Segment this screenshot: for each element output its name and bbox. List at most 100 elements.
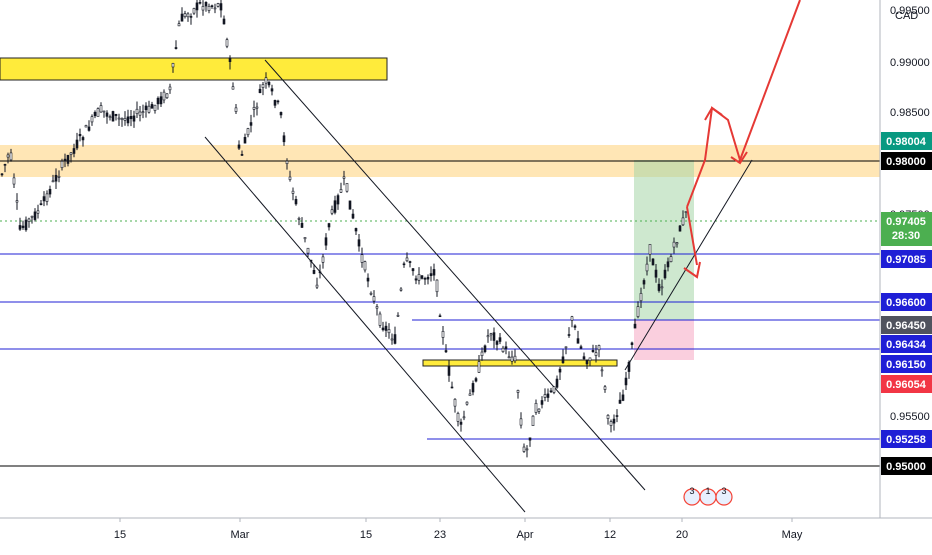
price-tag-text: 0.98004 xyxy=(886,136,927,148)
candle-body xyxy=(426,276,430,280)
event-badge-icon[interactable] xyxy=(715,488,733,506)
candle-body xyxy=(390,338,394,341)
candle-body xyxy=(429,273,433,276)
candle-body xyxy=(624,377,628,386)
price-tag[interactable] xyxy=(881,355,932,373)
candle-body xyxy=(267,81,271,86)
candle-body xyxy=(399,288,403,291)
candle-body xyxy=(252,107,256,110)
candle-body xyxy=(366,277,370,282)
candle-body xyxy=(207,6,211,11)
candle-body xyxy=(177,23,181,27)
price-tag-text: 0.98000 xyxy=(886,156,926,168)
price-tag[interactable] xyxy=(881,316,932,334)
candle-body xyxy=(561,356,565,364)
candle-body xyxy=(300,222,304,228)
candle-body xyxy=(225,39,229,47)
candle-body xyxy=(102,110,106,113)
candle-body xyxy=(63,158,67,162)
price-tag[interactable] xyxy=(881,293,932,311)
candle-body xyxy=(558,368,562,373)
candle-body xyxy=(69,152,73,155)
supply-zone-top[interactable] xyxy=(0,57,388,81)
demand-zone[interactable] xyxy=(422,359,618,367)
candle-body xyxy=(600,369,604,372)
candle-body xyxy=(489,333,493,336)
candle-body xyxy=(645,263,649,272)
candle-body xyxy=(309,259,313,262)
candle-body xyxy=(606,414,610,419)
candle-body xyxy=(387,329,391,334)
candle-body xyxy=(651,258,655,266)
trendline[interactable] xyxy=(624,159,753,371)
candle-body xyxy=(372,296,376,302)
price-tag-text: 0.95258 xyxy=(886,434,926,446)
candle-body xyxy=(216,3,220,7)
candle-body xyxy=(435,279,439,293)
stop-zone[interactable] xyxy=(634,320,694,360)
candle-body xyxy=(471,383,475,393)
candle-body xyxy=(543,394,547,398)
candle-body xyxy=(132,115,136,122)
candle-body xyxy=(180,13,184,22)
candle-body xyxy=(159,96,163,105)
candle-body xyxy=(546,393,550,398)
channel-lower[interactable] xyxy=(204,136,526,513)
candle-body xyxy=(657,283,661,291)
price-tag[interactable] xyxy=(881,375,932,393)
candle-body xyxy=(222,18,226,25)
candle-body xyxy=(279,112,283,116)
candle-body xyxy=(3,164,7,166)
price-tag[interactable] xyxy=(881,430,932,448)
projection-arrow[interactable] xyxy=(686,0,801,266)
candle-body xyxy=(81,137,85,141)
candle-body xyxy=(6,154,10,158)
price-tag-text: 0.96434 xyxy=(886,339,927,351)
candle-body xyxy=(312,269,316,274)
candle-body xyxy=(201,6,205,11)
candle-body xyxy=(135,108,139,114)
candle-body xyxy=(150,104,154,109)
candle-body xyxy=(342,176,346,179)
candle-body xyxy=(120,118,124,120)
price-tag[interactable] xyxy=(881,457,932,475)
x-tick-label: 20 xyxy=(676,529,688,541)
candle-body xyxy=(468,393,472,396)
candle-body xyxy=(495,341,499,345)
candle-body xyxy=(477,361,481,373)
x-tick-label: Apr xyxy=(516,529,533,541)
candle-body xyxy=(228,57,232,62)
candle-body xyxy=(369,292,373,295)
candle-body xyxy=(582,356,586,360)
candle-body xyxy=(402,263,406,266)
candle-body xyxy=(486,335,490,338)
candle-body xyxy=(456,413,460,422)
candle-body xyxy=(39,203,43,205)
candle-body xyxy=(627,361,631,372)
candle-body xyxy=(552,386,556,393)
price-tag-text: 0.95000 xyxy=(886,461,926,473)
price-tag[interactable] xyxy=(881,152,932,170)
price-tag[interactable] xyxy=(881,250,932,268)
candle-body xyxy=(444,350,448,353)
candle-body xyxy=(318,271,322,274)
candle-body xyxy=(555,378,559,388)
x-tick-label: 15 xyxy=(360,529,372,541)
candle-body xyxy=(18,225,22,230)
price-tag-text: 0.96600 xyxy=(886,297,926,309)
candle-body xyxy=(12,177,16,185)
candle-body xyxy=(186,13,190,18)
price-tag[interactable] xyxy=(881,335,932,353)
candle-body xyxy=(462,416,466,419)
price-tag[interactable] xyxy=(881,212,932,246)
target-zone[interactable] xyxy=(634,160,694,320)
candle-body xyxy=(573,325,577,328)
candle-body xyxy=(357,239,361,247)
candle-body xyxy=(576,338,580,344)
candle-body xyxy=(666,261,670,268)
candle-body xyxy=(72,148,76,154)
price-tag[interactable] xyxy=(881,132,932,150)
candle-body xyxy=(27,218,31,222)
channel-upper[interactable] xyxy=(264,59,646,491)
